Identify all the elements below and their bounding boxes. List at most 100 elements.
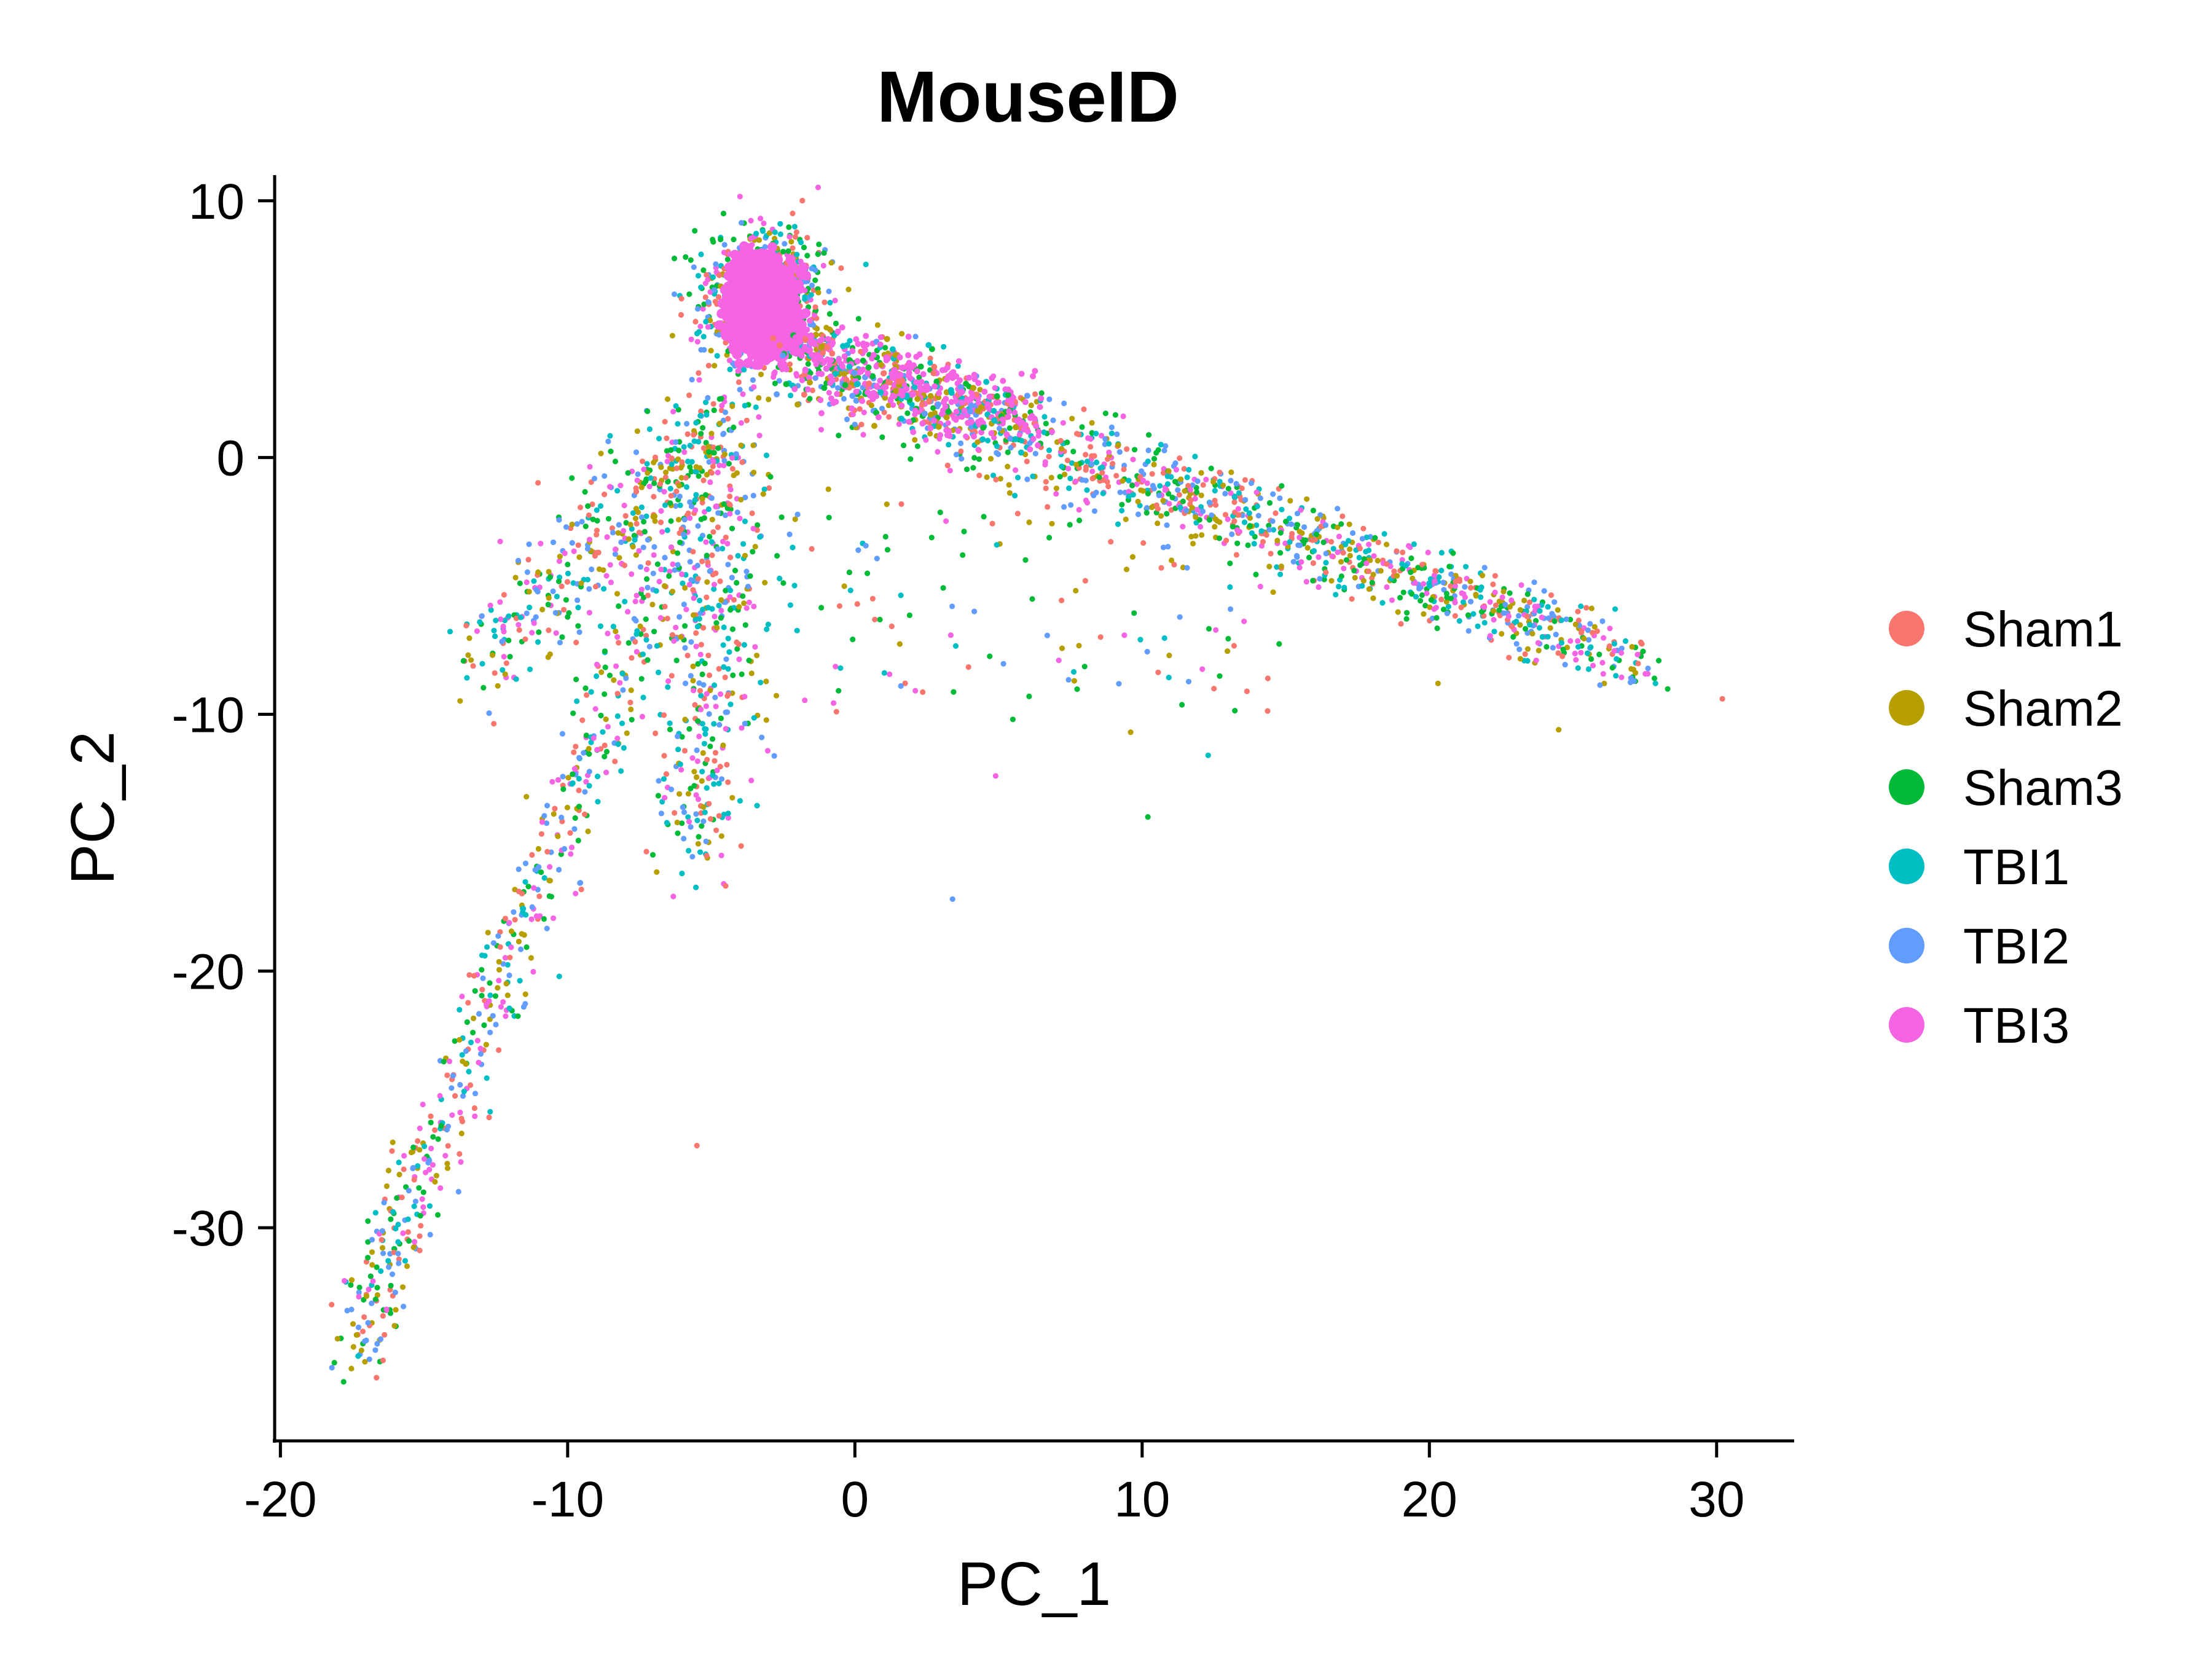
data-point bbox=[990, 473, 997, 479]
data-point bbox=[374, 1341, 380, 1347]
data-point bbox=[628, 706, 634, 713]
data-point bbox=[1126, 488, 1132, 495]
data-point bbox=[1061, 400, 1067, 407]
data-point bbox=[952, 643, 959, 649]
data-point bbox=[365, 1239, 371, 1245]
data-point bbox=[675, 456, 681, 462]
data-point bbox=[504, 962, 511, 968]
data-point bbox=[1243, 506, 1249, 512]
data-point bbox=[470, 663, 476, 669]
data-point bbox=[1403, 616, 1410, 622]
data-point bbox=[1089, 476, 1096, 482]
data-point bbox=[511, 909, 517, 915]
data-point bbox=[672, 810, 678, 816]
data-point bbox=[718, 608, 724, 614]
data-point bbox=[432, 1179, 438, 1185]
data-point bbox=[793, 229, 799, 235]
data-point bbox=[1269, 518, 1276, 524]
data-point bbox=[559, 583, 565, 589]
data-point bbox=[536, 893, 543, 900]
data-point bbox=[691, 783, 697, 789]
data-point bbox=[603, 769, 610, 775]
data-point bbox=[675, 733, 681, 739]
data-point bbox=[1491, 608, 1497, 614]
data-point bbox=[1611, 641, 1617, 647]
data-point bbox=[710, 401, 716, 407]
data-point bbox=[1346, 521, 1352, 527]
data-point bbox=[543, 820, 550, 826]
data-point bbox=[1459, 590, 1465, 597]
data-point bbox=[400, 1230, 406, 1236]
data-point bbox=[348, 1365, 355, 1371]
data-point bbox=[1440, 606, 1447, 613]
data-point bbox=[721, 431, 727, 437]
data-point bbox=[571, 548, 577, 554]
data-point bbox=[391, 1249, 397, 1255]
data-point bbox=[780, 248, 786, 255]
data-point bbox=[1304, 545, 1311, 551]
data-point bbox=[1254, 503, 1260, 509]
data-point bbox=[1061, 504, 1067, 510]
data-point bbox=[683, 606, 689, 613]
data-point bbox=[697, 412, 704, 419]
data-point bbox=[702, 280, 708, 286]
data-point bbox=[704, 853, 710, 859]
data-point bbox=[991, 434, 997, 441]
data-point bbox=[971, 608, 978, 614]
data-point bbox=[1172, 460, 1179, 466]
data-point bbox=[710, 239, 716, 245]
data-point bbox=[808, 292, 814, 298]
data-point bbox=[953, 452, 960, 458]
data-point bbox=[380, 1313, 386, 1319]
data-point bbox=[639, 713, 645, 720]
data-point bbox=[709, 552, 715, 559]
data-point bbox=[759, 734, 765, 740]
data-point bbox=[527, 666, 533, 672]
data-point bbox=[589, 566, 595, 573]
data-point bbox=[751, 469, 757, 476]
data-point bbox=[1491, 629, 1497, 635]
data-point bbox=[512, 575, 519, 581]
data-point bbox=[504, 992, 511, 998]
data-point bbox=[594, 774, 601, 780]
data-point bbox=[1350, 530, 1356, 536]
data-point bbox=[479, 613, 485, 619]
data-point bbox=[712, 363, 718, 369]
data-point bbox=[1443, 590, 1450, 597]
data-point bbox=[617, 680, 623, 686]
data-point bbox=[1298, 559, 1304, 565]
data-point bbox=[1223, 538, 1230, 544]
data-point bbox=[1193, 514, 1199, 520]
data-point bbox=[802, 296, 808, 302]
data-point bbox=[1551, 618, 1558, 624]
data-point bbox=[738, 843, 744, 849]
data-point bbox=[1545, 615, 1551, 621]
data-point bbox=[669, 461, 675, 468]
data-point bbox=[479, 987, 485, 993]
data-point bbox=[994, 542, 1000, 548]
data-point bbox=[402, 1258, 409, 1264]
data-point bbox=[587, 464, 593, 470]
data-point bbox=[628, 687, 634, 693]
data-point bbox=[715, 294, 722, 300]
data-point bbox=[482, 952, 488, 959]
data-point bbox=[1022, 557, 1029, 563]
data-point bbox=[1391, 568, 1397, 575]
data-point bbox=[1411, 541, 1417, 547]
data-point bbox=[723, 656, 729, 662]
data-point bbox=[678, 296, 684, 302]
data-point bbox=[474, 628, 480, 634]
data-point bbox=[1212, 516, 1219, 522]
data-point bbox=[758, 349, 768, 359]
data-point bbox=[1443, 598, 1449, 605]
data-point bbox=[703, 703, 709, 709]
data-point bbox=[1296, 528, 1303, 535]
data-point bbox=[741, 641, 747, 648]
data-point bbox=[1188, 497, 1194, 503]
data-point bbox=[410, 1165, 416, 1171]
data-point bbox=[854, 601, 860, 607]
data-point bbox=[718, 597, 724, 603]
data-point bbox=[818, 426, 825, 433]
data-point bbox=[766, 485, 772, 492]
data-point bbox=[744, 335, 755, 346]
